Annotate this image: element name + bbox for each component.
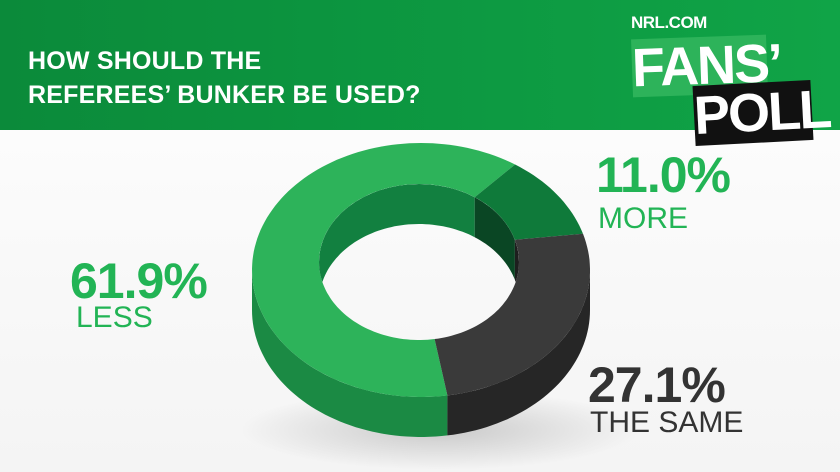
slice-side-the-same [447,270,590,436]
title-line-1: HOW SHOULD THE [28,47,262,75]
slice-label-less: LESS [76,301,153,334]
slice-value-more: 11.0% [596,147,731,203]
slice-label-same: THE SAME [590,406,744,439]
slice-value-less: 61.9% [70,253,208,309]
slice-value-same: 27.1% [588,357,726,413]
title-line-2: REFEREES’ BUNKER BE USED? [28,81,421,109]
slice-inner-wall-more [474,197,515,280]
slice-inner-wall-less [319,184,475,302]
slice-less [252,143,516,397]
slice-the-same [434,233,590,396]
header-banner: HOW SHOULD THE REFEREES’ BUNKER BE USED?… [0,0,840,147]
poll-question: HOW SHOULD THE REFEREES’ BUNKER BE USED? [28,44,421,112]
slice-side-less [252,270,448,437]
logo-site: NRL.COM [631,13,707,32]
slice-label-more: MORE [598,202,688,235]
slice-more [474,164,583,240]
